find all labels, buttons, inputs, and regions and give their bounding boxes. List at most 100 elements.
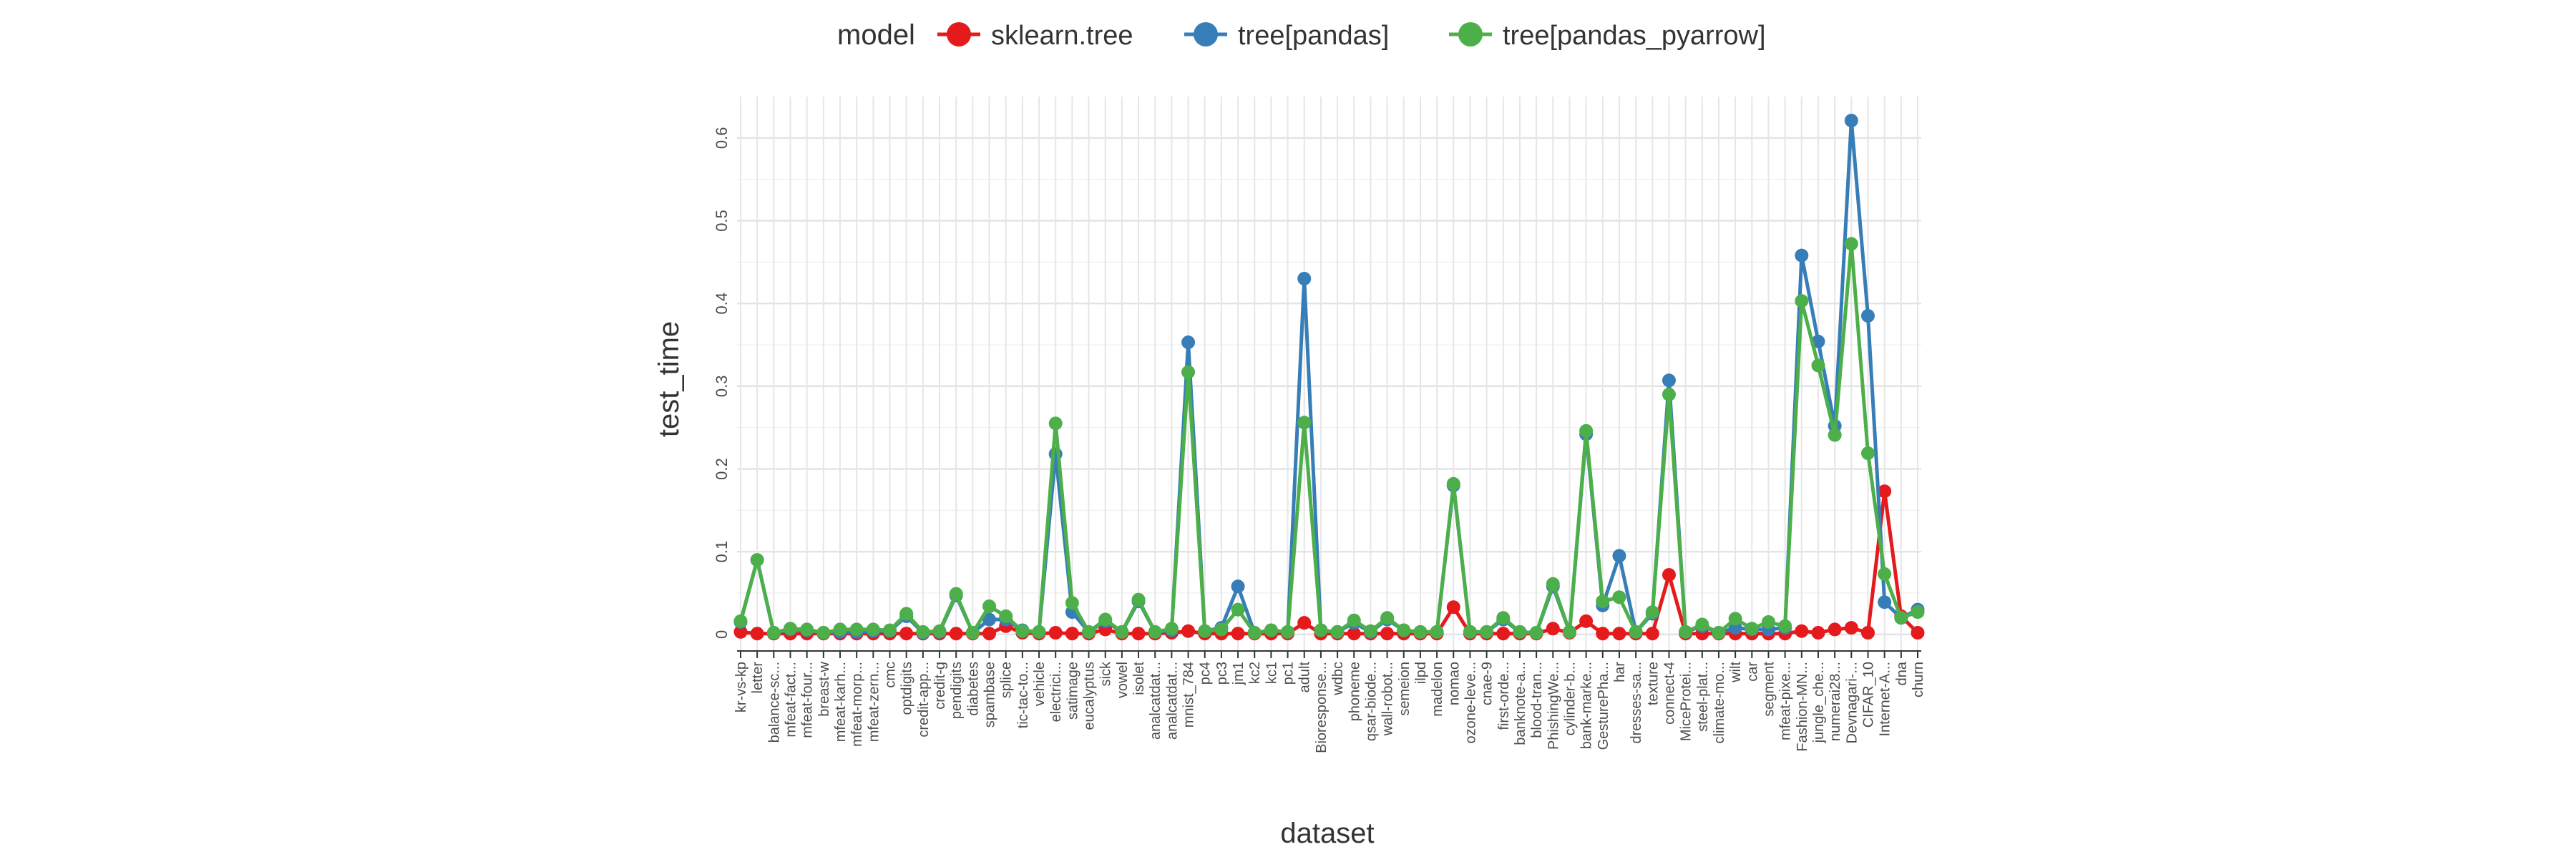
data-point	[1612, 590, 1626, 604]
x-tick-label: bank-marke...	[1579, 662, 1595, 749]
data-point	[1131, 627, 1146, 641]
data-point	[1214, 622, 1229, 637]
data-point	[1048, 626, 1063, 640]
legend-key-point	[1194, 22, 1218, 46]
series-2	[733, 114, 1925, 640]
x-tick-label: jm1	[1231, 662, 1246, 685]
data-point	[1860, 309, 1875, 323]
data-point	[733, 625, 748, 639]
x-tick-label: isolet	[1131, 662, 1147, 695]
x-tick-label: semeion	[1397, 662, 1413, 716]
data-point	[1828, 622, 1842, 637]
data-point	[1015, 624, 1030, 638]
data-point	[1347, 627, 1361, 641]
x-tick-label: banknote-a...	[1513, 662, 1528, 745]
x-tick-label: pendigits	[949, 662, 965, 719]
data-point	[1098, 612, 1113, 627]
data-point	[932, 624, 947, 638]
x-tick-label: mfeat-fact...	[784, 662, 799, 738]
x-tick-label: qsar-biode...	[1363, 662, 1379, 741]
axes: 0 0.1 0.2 0.3 0.4 0.5 0.6 kr-vs-kp letter balance…	[713, 127, 1926, 753]
x-tick-label: vowel	[1115, 662, 1131, 698]
x-tick-label: har	[1612, 662, 1628, 682]
x-tick-label: ozone-leve...	[1463, 662, 1478, 744]
x-tick-label: vehicle	[1032, 662, 1048, 706]
x-tick-label: connect-4	[1662, 662, 1677, 725]
data-point	[1878, 595, 1892, 609]
data-point	[1297, 271, 1312, 285]
data-point	[1446, 600, 1460, 614]
data-point	[899, 627, 914, 641]
y-tick-label: 0.5	[713, 210, 731, 232]
x-tick-label: segment	[1761, 662, 1777, 717]
x-tick-label: Fashion-MN...	[1795, 662, 1810, 752]
data-point	[1430, 625, 1444, 639]
data-point	[1082, 625, 1096, 639]
data-point	[1181, 365, 1196, 379]
data-point	[1297, 416, 1312, 430]
x-tick-label: tic-tac-to...	[1015, 662, 1031, 728]
x-tick-label: breast-w	[816, 661, 832, 716]
data-point	[1778, 619, 1792, 633]
x-tick-label: adult	[1297, 662, 1313, 693]
data-point	[1347, 613, 1361, 627]
x-tick-label: mfeat-four...	[800, 662, 816, 738]
y-tick-label: 0.6	[713, 127, 731, 150]
x-tick-label: sick	[1098, 661, 1114, 686]
data-point	[1314, 623, 1328, 637]
x-tick-label: pc3	[1214, 662, 1230, 685]
data-point	[1761, 615, 1775, 630]
data-point	[1496, 627, 1511, 641]
data-point	[1745, 622, 1759, 636]
data-point	[1546, 577, 1560, 591]
y-axis-label: test_time	[653, 321, 685, 437]
data-point	[1860, 446, 1875, 461]
x-tick-label: nomao	[1446, 662, 1462, 705]
data-point	[1264, 623, 1278, 637]
x-tick-label: electrici...	[1048, 662, 1064, 722]
x-tick-label: blood-tran...	[1529, 662, 1545, 738]
data-point	[1397, 623, 1411, 637]
legend-label: tree[pandas]	[1238, 21, 1389, 51]
data-point	[1579, 614, 1594, 628]
data-point	[982, 599, 997, 614]
data-point	[1281, 625, 1295, 639]
data-point	[1811, 358, 1825, 373]
legend-item-3: tree[pandas_pyarrow]	[1449, 21, 1766, 51]
data-point	[1065, 596, 1079, 610]
data-point	[1844, 237, 1858, 251]
x-tick-label: cylinder-b...	[1562, 662, 1578, 735]
x-tick-label: dna	[1894, 661, 1910, 685]
x-tick-label: credit-g	[932, 662, 948, 710]
x-tick-label: eucalyptus	[1082, 662, 1098, 730]
data-point	[1645, 627, 1659, 641]
data-point	[1413, 625, 1428, 639]
x-tick-label: mfeat-zern...	[866, 662, 882, 742]
data-point	[1878, 567, 1892, 581]
x-axis-label: dataset	[1280, 818, 1374, 849]
x-tick-label: cnae-9	[1480, 662, 1496, 705]
data-point	[965, 626, 980, 640]
x-tick-label: mfeat-pixe...	[1778, 662, 1794, 740]
x-tick-label: wall-robot...	[1380, 662, 1396, 736]
x-tick-label: MiceProtei...	[1679, 662, 1694, 741]
data-point	[1645, 605, 1659, 619]
data-point	[1363, 624, 1377, 638]
x-tick-label: Devnagari-...	[1844, 662, 1860, 744]
y-tick-label: 0.1	[713, 541, 731, 563]
x-tick-label: credit-app...	[916, 662, 932, 738]
data-point	[1629, 625, 1643, 639]
x-tick-label: Internet-A...	[1878, 662, 1893, 737]
data-point	[1662, 387, 1676, 401]
data-point	[1612, 549, 1626, 563]
x-tick-label: jungle_che...	[1811, 662, 1827, 743]
x-tick-label: kc1	[1264, 662, 1279, 684]
series	[733, 114, 1925, 641]
data-point	[1181, 336, 1196, 350]
y-tick-label: 0.3	[713, 376, 731, 398]
legend-key-point	[947, 22, 971, 46]
x-tick-label: letter	[750, 662, 766, 694]
data-point	[1480, 625, 1494, 639]
y-tick-label: 0.2	[713, 458, 731, 480]
y-tick-label: 0	[713, 630, 731, 639]
